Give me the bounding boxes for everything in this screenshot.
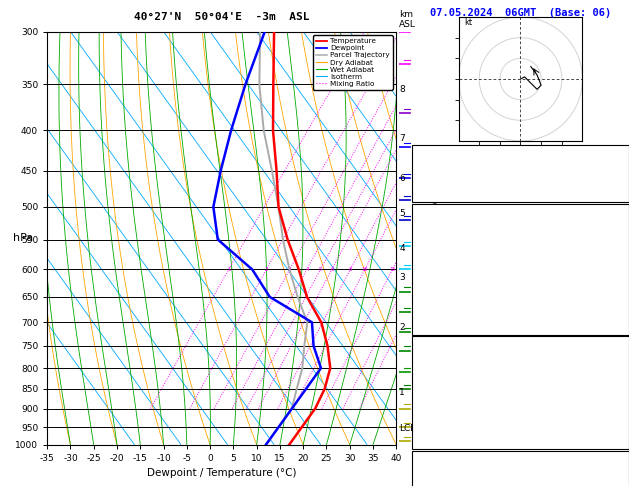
Text: 15: 15 <box>389 267 396 272</box>
Text: © weatheronline.co.uk: © weatheronline.co.uk <box>472 473 569 482</box>
Text: 8: 8 <box>399 85 405 94</box>
Text: 2: 2 <box>399 323 405 331</box>
Text: 3: 3 <box>288 267 291 272</box>
Text: Pressure (mb): Pressure (mb) <box>418 357 488 366</box>
Text: 6: 6 <box>330 267 333 272</box>
Text: CIN (J): CIN (J) <box>418 316 456 326</box>
Text: km
ASL: km ASL <box>399 10 416 29</box>
Text: 7: 7 <box>399 134 405 143</box>
Text: 1: 1 <box>227 267 230 272</box>
Text: 4: 4 <box>399 244 405 253</box>
Text: 12.2: 12.2 <box>601 243 623 252</box>
Legend: Temperature, Dewpoint, Parcel Trajectory, Dry Adiabat, Wet Adiabat, Isotherm, Mi: Temperature, Dewpoint, Parcel Trajectory… <box>313 35 392 90</box>
Text: kt: kt <box>465 18 473 27</box>
Text: Most Unstable: Most Unstable <box>486 338 555 347</box>
Text: 0: 0 <box>617 316 623 326</box>
Text: 2.7: 2.7 <box>606 184 623 193</box>
Text: Surface: Surface <box>502 206 539 215</box>
Text: 10: 10 <box>362 267 368 272</box>
Text: CAPE (J): CAPE (J) <box>418 412 461 421</box>
Text: K: K <box>418 147 424 156</box>
Text: 5: 5 <box>319 267 322 272</box>
Text: 6: 6 <box>399 174 405 183</box>
Text: 0: 0 <box>617 298 623 307</box>
Text: 40°27'N  50°04'E  -3m  ASL: 40°27'N 50°04'E -3m ASL <box>134 12 309 22</box>
Text: 2: 2 <box>265 267 268 272</box>
Text: CIN (J): CIN (J) <box>418 431 456 440</box>
Text: 320: 320 <box>606 375 623 384</box>
Text: LCL: LCL <box>399 424 416 434</box>
Text: CAPE (J): CAPE (J) <box>418 298 461 307</box>
Text: Mixing Ratio (g/kg): Mixing Ratio (g/kg) <box>428 198 437 278</box>
Text: Totals Totals: Totals Totals <box>418 165 488 174</box>
Text: 07.05.2024  06GMT  (Base: 06): 07.05.2024 06GMT (Base: 06) <box>430 8 611 18</box>
Text: 8: 8 <box>348 267 352 272</box>
Text: 314: 314 <box>606 261 623 270</box>
Text: 1: 1 <box>399 388 405 398</box>
Text: EH: EH <box>418 471 429 480</box>
Text: 47: 47 <box>612 165 623 174</box>
Text: 0: 0 <box>617 412 623 421</box>
Text: 3: 3 <box>399 274 405 282</box>
Text: Lifted Index: Lifted Index <box>418 279 483 289</box>
Text: 172: 172 <box>606 471 623 480</box>
Text: θₑ(K): θₑ(K) <box>418 261 445 270</box>
Text: θₑ (K): θₑ (K) <box>418 375 450 384</box>
Text: Lifted Index: Lifted Index <box>418 394 483 403</box>
Text: 4: 4 <box>305 267 308 272</box>
Text: Dewp (°C): Dewp (°C) <box>418 243 467 252</box>
Text: PW (cm): PW (cm) <box>418 184 456 193</box>
Text: 5: 5 <box>399 209 405 218</box>
Text: hPa: hPa <box>13 233 33 243</box>
Text: 0: 0 <box>617 394 623 403</box>
Text: 0: 0 <box>617 431 623 440</box>
X-axis label: Dewpoint / Temperature (°C): Dewpoint / Temperature (°C) <box>147 469 296 478</box>
Text: 750: 750 <box>606 357 623 366</box>
Text: Hodograph: Hodograph <box>496 452 545 462</box>
Text: Temp (°C): Temp (°C) <box>418 224 467 233</box>
Text: 5: 5 <box>617 279 623 289</box>
Text: 16.9: 16.9 <box>601 224 623 233</box>
Text: 29: 29 <box>612 147 623 156</box>
